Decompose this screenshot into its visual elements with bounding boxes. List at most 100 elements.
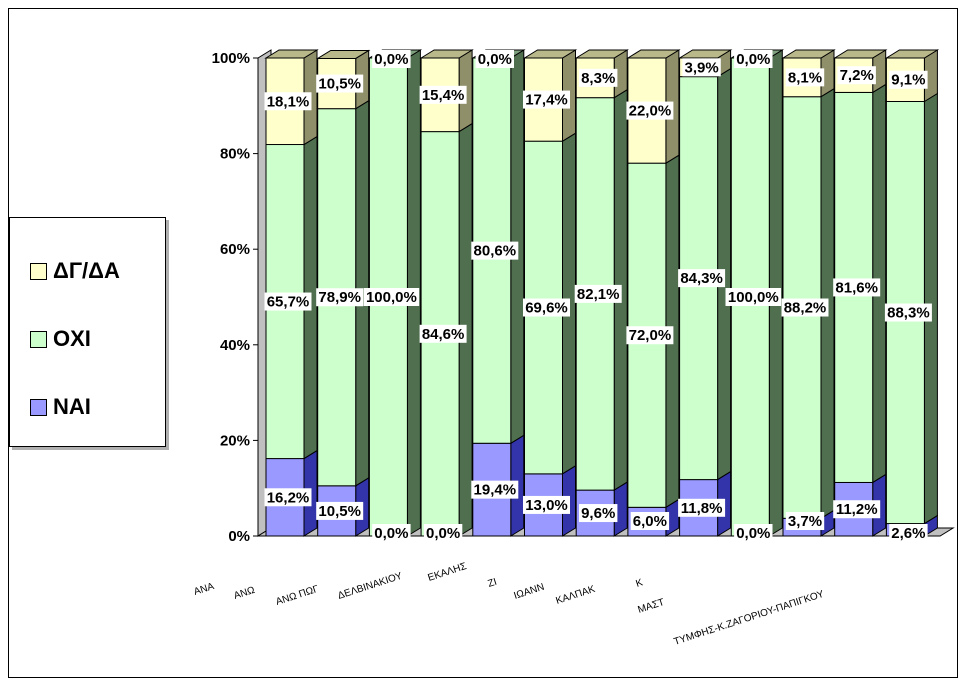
category-label: ΑΝΩ ΠΩΓ xyxy=(275,584,321,608)
data-label-bg xyxy=(678,498,726,517)
data-label-bg xyxy=(316,501,364,520)
bar-top xyxy=(781,49,836,59)
data-label: 82,1% xyxy=(577,286,620,303)
bar-top xyxy=(522,49,578,59)
data-label: 3,9% xyxy=(684,59,718,76)
data-label-bg xyxy=(423,524,463,542)
legend-item-oxi: ΟΧΙ xyxy=(30,326,91,352)
data-label: 69,6% xyxy=(525,300,568,317)
data-label-bg xyxy=(630,512,670,530)
bar-top xyxy=(884,49,940,59)
data-label: 3,7% xyxy=(788,513,822,530)
data-label-bg xyxy=(316,288,364,307)
data-label: 65,7% xyxy=(267,294,310,311)
legend-label-dgda: ΔΓ/ΔΑ xyxy=(53,258,120,283)
legend-label-oxi: ΟΧΙ xyxy=(53,326,91,351)
y-tick-label: 20% xyxy=(220,432,250,449)
legend-swatch-oxi xyxy=(30,330,47,348)
data-label: 0,0% xyxy=(736,51,770,68)
data-label-bg xyxy=(264,488,312,507)
y-tick-label: 40% xyxy=(220,337,250,354)
data-label: 9,1% xyxy=(891,72,925,89)
y-tick-label: 80% xyxy=(220,146,250,163)
data-label-bg xyxy=(682,58,721,77)
data-label-bg xyxy=(833,278,881,297)
legend-label-nai: ΝΑΙ xyxy=(53,394,91,419)
data-label: 78,9% xyxy=(318,289,361,306)
data-label-bg xyxy=(523,495,570,514)
data-label: 81,6% xyxy=(835,279,878,296)
data-label: 100,0% xyxy=(728,289,779,306)
data-label-bg xyxy=(579,68,618,87)
data-label: 72,0% xyxy=(629,327,672,344)
data-label: 10,5% xyxy=(318,76,361,93)
chart-plot: 0% 20% 40% 60% 80% 100% 16,2% 65,7% 18,1% 10,5% 78… xyxy=(193,49,955,648)
data-label-bg xyxy=(781,298,829,317)
category-label: ΑΝΑ xyxy=(193,581,216,598)
data-label: 8,3% xyxy=(581,70,615,87)
data-label: 0,0% xyxy=(374,51,408,68)
data-label: 88,3% xyxy=(887,305,930,322)
category-label: ΚΑΛΠΑΚ xyxy=(555,584,597,607)
data-label-bg xyxy=(785,68,825,87)
data-label: 100,0% xyxy=(366,289,417,306)
legend-swatch-dgda xyxy=(30,262,47,280)
data-label-bg xyxy=(419,324,467,343)
data-label-bg xyxy=(419,85,467,104)
bar-top xyxy=(626,49,681,59)
data-label-bg xyxy=(264,292,312,311)
data-label: 18,1% xyxy=(267,93,310,110)
data-label: 17,4% xyxy=(525,92,568,109)
data-label-bg xyxy=(785,512,825,530)
y-tick-label: 60% xyxy=(220,241,250,258)
data-label: 84,3% xyxy=(680,270,723,287)
bar-top xyxy=(832,49,888,59)
data-label: 84,6% xyxy=(422,326,465,343)
data-label-bg xyxy=(475,50,514,68)
data-label: 0,0% xyxy=(426,525,460,542)
category-label: ΙΩΑΝΝ xyxy=(513,582,546,602)
legend-item-nai: ΝΑΙ xyxy=(30,394,91,420)
data-label: 0,0% xyxy=(374,525,408,542)
legend-swatch-nai xyxy=(30,398,47,416)
category-label: ΜΑΣΤ xyxy=(637,597,666,616)
legend-item-dgda: ΔΓ/ΔΑ xyxy=(30,258,120,284)
category-label: ΕΚΑΛΗΣ xyxy=(427,561,469,584)
data-label-bg xyxy=(316,74,364,93)
category-label: ΑΝΩ xyxy=(233,585,257,602)
bar-top xyxy=(419,49,474,59)
data-label: 22,0% xyxy=(629,103,672,120)
data-label-bg xyxy=(372,524,411,542)
data-label-bg xyxy=(523,90,570,109)
data-label-bg xyxy=(372,50,411,68)
data-label: 0,0% xyxy=(478,51,512,68)
chart-frame: 0% 20% 40% 60% 80% 100% 16,2% 65,7% 18,1% 10,5% 78… xyxy=(8,8,958,678)
data-label-bg xyxy=(471,241,519,260)
data-label-bg xyxy=(889,70,928,89)
data-label: 16,2% xyxy=(267,489,310,506)
category-label: ΔΕΛΒΙΝΑΚΙΟΥ xyxy=(337,571,404,602)
data-label: 7,2% xyxy=(840,67,874,84)
data-label-bg xyxy=(264,92,312,111)
data-label: 19,4% xyxy=(474,482,517,499)
data-label: 88,2% xyxy=(784,300,827,317)
y-tick-label: 100% xyxy=(212,50,250,67)
data-label-bg xyxy=(734,50,773,68)
data-label-bg xyxy=(734,524,773,542)
data-label-bg xyxy=(884,303,932,322)
data-label: 11,2% xyxy=(836,501,878,518)
data-label-bg xyxy=(523,298,570,317)
data-label: 15,4% xyxy=(422,87,465,104)
data-label: 8,1% xyxy=(788,69,822,86)
data-label: 6,0% xyxy=(633,513,667,530)
data-label-bg xyxy=(678,269,726,288)
bar-top xyxy=(677,49,733,59)
bar-top xyxy=(315,49,371,59)
data-label: 10,5% xyxy=(318,503,361,520)
data-label-bg xyxy=(626,101,674,120)
data-label: 2,6% xyxy=(891,525,925,542)
data-label-bg xyxy=(725,288,782,306)
data-label-bg xyxy=(579,504,618,523)
category-label: ΖΙ xyxy=(487,577,499,590)
category-label: ΤΥΜΦΗΣ-Κ.ΖΑΓΟΡΙΟΥ-ΠΑΠΙΓΚΟΥ xyxy=(673,589,826,648)
